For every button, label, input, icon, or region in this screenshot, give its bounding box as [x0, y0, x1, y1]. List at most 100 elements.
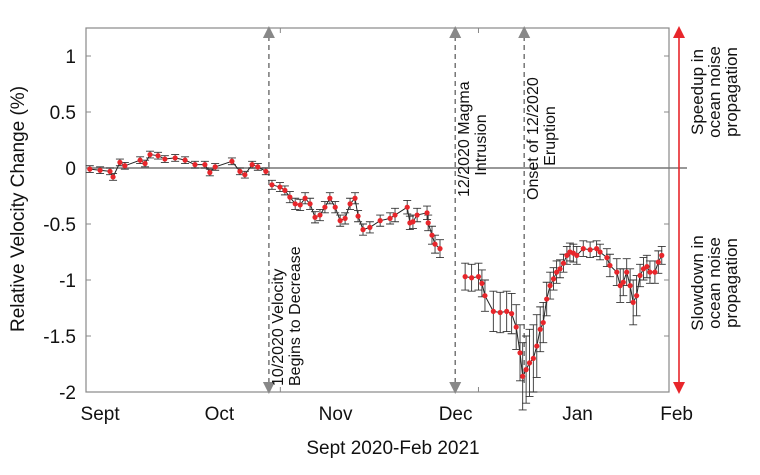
data-point — [617, 283, 623, 289]
x-axis-label: Sept 2020-Feb 2021 — [306, 438, 479, 459]
y-tick-label: -1 — [59, 271, 76, 292]
data-point — [355, 213, 361, 219]
y-tick-label: 0 — [65, 159, 76, 180]
data-point — [597, 249, 603, 255]
data-point — [387, 215, 393, 221]
data-point — [410, 219, 416, 225]
data-point — [87, 166, 93, 172]
data-point — [517, 350, 523, 356]
y-axis-label: Relative Velocity Change (%) — [8, 86, 29, 332]
data-point — [634, 293, 640, 299]
slowdown-label: propagation — [722, 238, 741, 328]
data-point — [513, 324, 519, 330]
data-point — [269, 182, 275, 188]
event-label: 10/2020 Velocity — [270, 269, 287, 386]
speedup-label: ocean noise — [705, 46, 724, 138]
data-point — [414, 212, 420, 218]
data-point — [202, 162, 208, 168]
data-point — [249, 162, 255, 168]
data-point — [550, 276, 557, 282]
data-point — [360, 227, 366, 233]
red-arrow-down-icon — [673, 382, 685, 394]
data-point — [377, 218, 383, 224]
data-point — [604, 255, 610, 261]
data-point — [469, 275, 475, 281]
data-point — [432, 241, 438, 247]
data-point — [342, 215, 348, 221]
data-point — [655, 259, 661, 265]
data-point — [229, 158, 235, 164]
data-point — [263, 168, 269, 174]
event-label: 12/2020 Magma — [456, 81, 473, 197]
data-point — [544, 296, 550, 302]
data-point — [142, 160, 148, 167]
x-tick-label: Jan — [562, 404, 593, 425]
data-point — [137, 157, 143, 163]
data-point — [630, 299, 636, 305]
data-point — [332, 204, 338, 210]
arrow-up-icon — [262, 26, 275, 38]
data-point — [307, 201, 313, 207]
event-label: Onset of 12/2020 — [525, 77, 542, 200]
data-point — [490, 308, 496, 314]
data-point — [392, 212, 398, 218]
data-point — [425, 220, 431, 226]
data-point — [437, 246, 443, 252]
data-point — [312, 214, 318, 220]
data-point — [479, 280, 485, 286]
red-arrow-up-icon — [673, 26, 685, 38]
arrow-up-icon — [518, 26, 531, 38]
x-tick-label: Sept — [81, 404, 121, 425]
arrow-down-icon — [262, 382, 275, 394]
data-point — [607, 262, 613, 269]
plot-frame — [85, 27, 670, 393]
data-point — [117, 159, 123, 165]
data-point — [540, 319, 546, 326]
data-point — [317, 212, 323, 218]
data-point — [404, 204, 410, 210]
data-point — [192, 162, 198, 168]
speedup-label: propagation — [722, 47, 741, 137]
data-point — [327, 195, 333, 201]
data-point — [534, 343, 540, 349]
data-point — [594, 246, 600, 252]
data-point — [367, 224, 373, 230]
data-point — [520, 373, 526, 379]
speedup-label: Speedup in — [688, 49, 707, 135]
data-point — [277, 184, 283, 190]
data-point — [242, 172, 248, 178]
data-point — [237, 168, 243, 174]
data-point — [97, 167, 103, 173]
event-label: Eruption — [542, 106, 559, 166]
data-point — [652, 269, 658, 275]
data-point — [523, 367, 529, 373]
data-series — [85, 150, 666, 411]
data-point — [530, 355, 536, 361]
slowdown-label: Slowdown in — [688, 235, 707, 330]
data-point — [207, 169, 213, 176]
data-point — [624, 269, 630, 275]
data-point — [107, 168, 113, 174]
arrow-up-icon — [449, 26, 462, 38]
data-point — [212, 164, 218, 170]
data-point — [292, 201, 298, 207]
x-tick-label: Nov — [319, 404, 353, 425]
data-point — [302, 195, 308, 201]
data-point — [644, 263, 650, 270]
data-point — [347, 201, 353, 207]
arrow-down-icon — [449, 382, 462, 394]
data-point — [557, 266, 563, 272]
data-point — [587, 247, 593, 253]
event-label: Intrusion — [473, 114, 490, 175]
data-point — [526, 360, 533, 366]
data-point — [637, 272, 643, 279]
data-point — [352, 195, 358, 201]
data-point — [627, 283, 633, 289]
slowdown-label: ocean noise — [705, 237, 724, 329]
x-tick-label: Feb — [660, 404, 693, 425]
data-point — [620, 279, 626, 285]
data-point — [172, 155, 178, 161]
data-point — [337, 218, 343, 224]
